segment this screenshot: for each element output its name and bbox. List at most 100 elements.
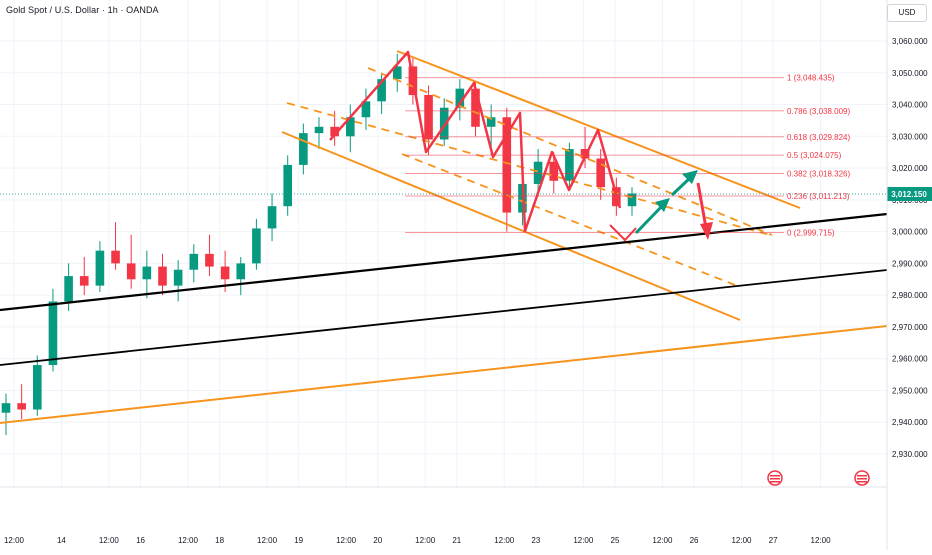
candle — [580, 126, 590, 169]
x-tick-label: 12:00 — [652, 536, 673, 545]
trendline-lower — [0, 269, 888, 366]
candle-body — [565, 149, 574, 181]
channel-lower-line — [281, 131, 741, 321]
candle — [48, 288, 58, 372]
arrow-down-red — [696, 182, 713, 240]
x-tick-label: 12:00 — [811, 536, 832, 545]
candle — [95, 241, 105, 292]
y-tick-label: 2,930.000 — [892, 450, 928, 459]
candle-body — [439, 107, 449, 140]
x-tick-label: 12:00 — [731, 536, 752, 545]
candle — [377, 72, 386, 115]
candle — [126, 234, 136, 289]
y-tick-label: 2,970.000 — [892, 323, 928, 332]
candle — [173, 260, 183, 302]
x-tick-label: 16 — [136, 536, 145, 545]
candle — [236, 257, 246, 296]
candle — [627, 187, 637, 216]
candle-body — [95, 250, 105, 286]
x-tick-label: 21 — [452, 536, 461, 545]
candle-body — [580, 149, 590, 159]
x-tick-label: 12:00 — [99, 536, 120, 545]
y-tick-label: 3,060.000 — [892, 37, 928, 46]
grid — [0, 0, 887, 487]
candle — [111, 222, 120, 270]
candle-body — [502, 117, 512, 213]
candles — [1, 53, 637, 435]
candle — [189, 244, 199, 283]
x-tick-label: 12:00 — [257, 536, 278, 545]
candle — [314, 117, 324, 150]
candle-body — [314, 126, 324, 134]
pattern-zigzag-low — [609, 224, 637, 242]
x-tick-label: 26 — [690, 536, 699, 545]
candle — [549, 152, 559, 194]
candle — [252, 218, 261, 270]
candle-body — [330, 126, 339, 137]
candle — [392, 53, 402, 92]
candle-body — [17, 403, 26, 410]
price-axis: 3,060.000 3,050.000 3,040.000 3,030.000 3,02… — [892, 37, 928, 459]
candle-body — [424, 95, 433, 140]
candle-body — [252, 228, 261, 264]
candle-body — [236, 263, 246, 280]
fib-label: 0.5 (3,024.075) — [787, 151, 842, 160]
arrow-up-green — [634, 170, 698, 235]
fib-label: 1 (3,048.435) — [787, 74, 835, 83]
candle-body — [377, 79, 386, 102]
candle — [596, 149, 606, 200]
candle-body — [111, 250, 120, 264]
y-tick-label: 3,000.000 — [892, 228, 928, 237]
currency-button[interactable]: USD — [887, 4, 927, 22]
fibonacci-retracement: 1 (3,048.435) 0.786 (3,038.009) 0.618 (3,0… — [405, 74, 850, 238]
fib-label: 0 (2,999.715) — [787, 229, 835, 238]
candle-body — [549, 161, 559, 181]
fib-label: 0.236 (3,011.213) — [787, 192, 850, 201]
candle-body — [455, 88, 465, 108]
x-tick-label: 12:00 — [336, 536, 357, 545]
candle — [158, 253, 167, 296]
candle-body — [345, 117, 355, 137]
x-tick-label: 12:00 — [573, 536, 594, 545]
event-flag-icon[interactable] — [854, 470, 870, 486]
event-flag-icon[interactable] — [767, 470, 783, 486]
x-tick-label: 23 — [531, 536, 540, 545]
x-tick-label: 27 — [769, 536, 778, 545]
x-tick-label: 12:00 — [415, 536, 436, 545]
x-tick-label: 12:00 — [494, 536, 515, 545]
trendline-upper — [0, 212, 888, 312]
candle-body — [64, 276, 73, 302]
candle-body — [32, 365, 42, 410]
last-price-tag: 3,012.150 — [0, 187, 932, 201]
candle-body — [299, 133, 308, 165]
y-tick-label: 2,990.000 — [892, 259, 928, 268]
candle-body — [79, 276, 89, 286]
y-tick-label: 2,950.000 — [892, 386, 928, 395]
candle — [79, 257, 89, 296]
time-axis: 12:00 14 12:00 16 12:00 18 12:00 19 12:00 20 12:00… — [4, 536, 831, 545]
candle — [361, 88, 371, 130]
x-tick-label: 12:00 — [4, 536, 25, 545]
candle — [533, 149, 543, 197]
candle-body — [205, 253, 214, 267]
candle-body — [173, 269, 183, 286]
candle-body — [361, 101, 371, 118]
channel-mid-dashed-line — [367, 67, 773, 236]
candle-body — [533, 161, 543, 184]
x-tick-label: 19 — [294, 536, 303, 545]
candle — [299, 123, 308, 175]
drawings: 1 (3,048.435) 0.786 (3,038.009) 0.618 (3,0… — [0, 50, 888, 424]
y-tick-label: 2,980.000 — [892, 291, 928, 300]
y-tick-label: 2,960.000 — [892, 355, 928, 364]
candle-body — [392, 66, 402, 80]
candle-body — [627, 193, 637, 207]
candle-body — [1, 403, 11, 413]
candle — [142, 250, 152, 299]
symbol-title: Gold Spot / U.S. Dollar · 1h · OANDA — [6, 5, 159, 15]
last-price-label: 3,012.150 — [891, 190, 927, 199]
candle-body — [48, 301, 58, 366]
candle — [32, 355, 42, 416]
candle-body — [471, 88, 480, 127]
